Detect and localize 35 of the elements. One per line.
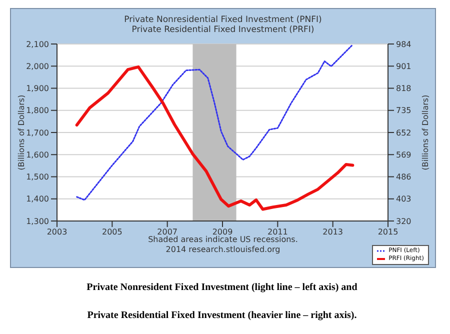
x-tick-label: 2013 (322, 228, 344, 237)
y-tick-label: 2,100 (26, 40, 49, 49)
y2-tick-label: 652 (396, 128, 412, 138)
y-tick-label: 1,500 (26, 172, 49, 182)
line-series (75, 65, 354, 211)
y2-axis-title: (Billions of Dollars) (420, 94, 430, 170)
text: 2014 research.stlouisfed.org (166, 245, 280, 254)
text: Shaded areas indicate US recessions. (147, 235, 299, 245)
y2-tick-label: 901 (396, 62, 412, 71)
y-tick-label: 1,600 (26, 150, 49, 160)
text: Private Nonresident Fixed Investment (light line – left axis) and (86, 281, 358, 295)
x-tick-label: 2011 (267, 228, 288, 237)
y-tick-label: 1,800 (26, 106, 49, 116)
y-axis-title: (Billions of Dollars) (16, 94, 26, 170)
y2-tick-label: 984 (396, 40, 412, 49)
line-series (76, 44, 354, 201)
y2-tick-label: 320 (396, 216, 412, 226)
y-tick-label: 1,300 (26, 216, 49, 226)
y-tick-label: 1,400 (26, 194, 49, 204)
x-tick-label: 2015 (378, 228, 398, 237)
x-tick-label: 2007 (157, 228, 178, 237)
x-tick-label: 2005 (102, 228, 122, 237)
y2-tick-label: 818 (396, 84, 412, 94)
text: Private Residential Fixed Investment (heavier line – right axis). (86, 309, 358, 323)
x-tick-label: 2003 (46, 228, 68, 237)
y2-tick-label: 486 (396, 172, 412, 182)
y-tick-label: 1,700 (26, 128, 49, 138)
chart-subtitle: Private Residential Fixed Investment (PRFI) (130, 25, 316, 35)
y2-tick-label: 569 (396, 150, 412, 160)
y-tick-label: 1,900 (26, 84, 49, 94)
y-tick-label: 2,000 (26, 62, 49, 71)
chart-title: Private Nonresidential Fixed Investment (PNFI) (123, 15, 323, 25)
y2-tick-label: 735 (396, 106, 412, 116)
x-tick-label: 2009 (212, 228, 233, 237)
y2-tick-label: 403 (396, 194, 412, 204)
